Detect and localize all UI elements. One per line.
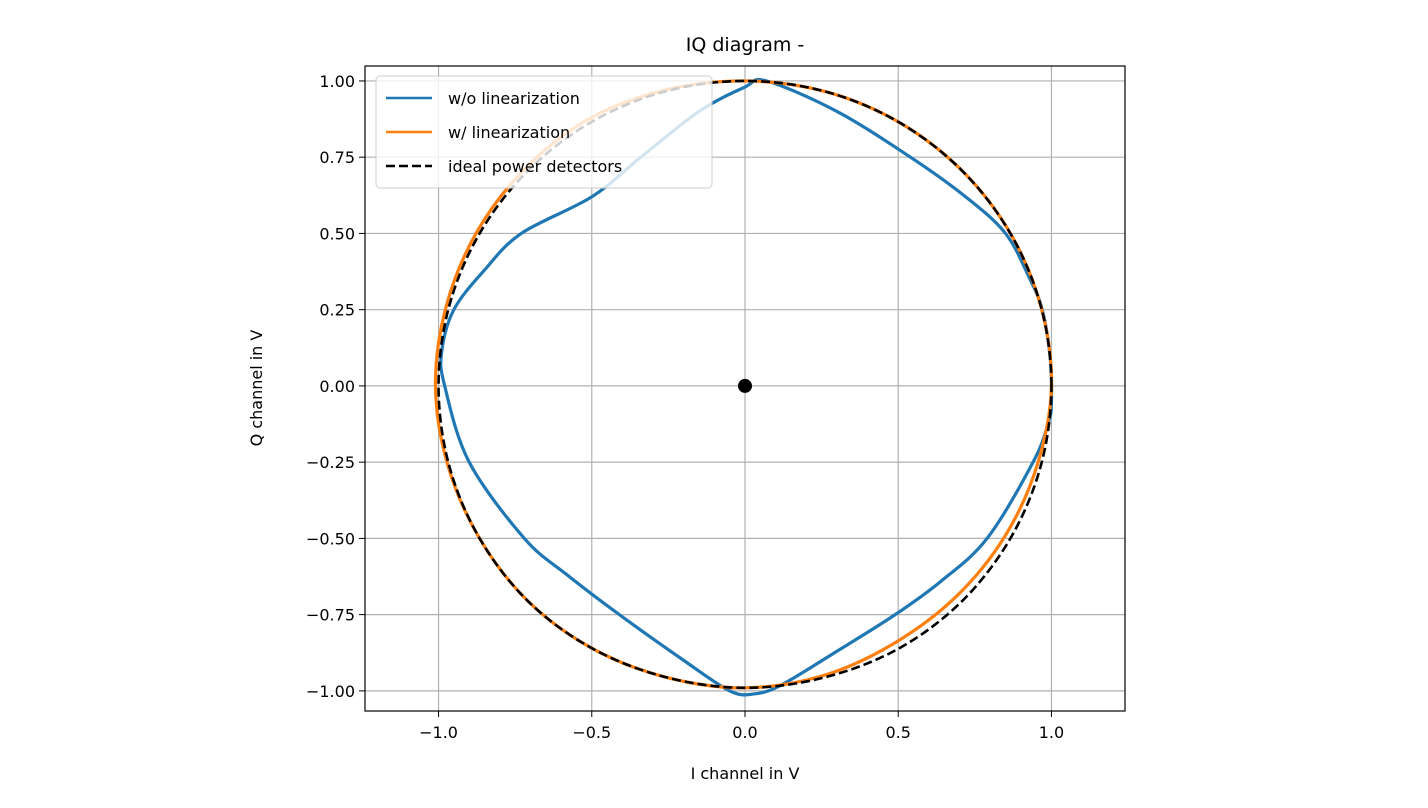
x-tick-label: 1.0	[1039, 723, 1064, 742]
chart-title: IQ diagram -	[686, 34, 805, 56]
y-tick-label: −0.25	[306, 453, 355, 472]
x-tick-label: 0.0	[732, 723, 757, 742]
y-tick-label: 0.50	[319, 224, 355, 243]
x-tick-label: 0.5	[885, 723, 910, 742]
legend-label: w/ linearization	[448, 123, 570, 142]
series-line-ideal-power-detectors	[437, 79, 1053, 690]
curves	[433, 77, 1054, 697]
y-tick-label: 0.00	[319, 377, 355, 396]
legend-box	[375, 75, 713, 189]
y-tick-label: −1.00	[306, 682, 355, 701]
legend-label: w/o linearization	[448, 89, 580, 108]
origin-marker	[738, 378, 752, 393]
x-tick-label: −1.0	[419, 723, 458, 742]
y-tick-label: 0.75	[319, 148, 355, 167]
y-tick-label: −0.50	[306, 529, 355, 548]
y-axis-label: Q channel in V	[247, 330, 266, 447]
y-tick-label: −0.75	[306, 606, 355, 625]
y-tick-label: 0.25	[319, 301, 355, 320]
x-tick-label: −0.5	[572, 723, 611, 742]
y-tick-label: 1.00	[319, 72, 355, 91]
legend-label: ideal power detectors	[448, 157, 622, 176]
legend: w/o linearization w/ linearization ideal p…	[375, 75, 713, 189]
ticks: −1.0 −0.5 0.0 0.5 1.0 1.00 0.75 0.50 0.25 0.00 −0.…	[306, 72, 1064, 742]
x-axis-label: I channel in V	[691, 764, 800, 783]
